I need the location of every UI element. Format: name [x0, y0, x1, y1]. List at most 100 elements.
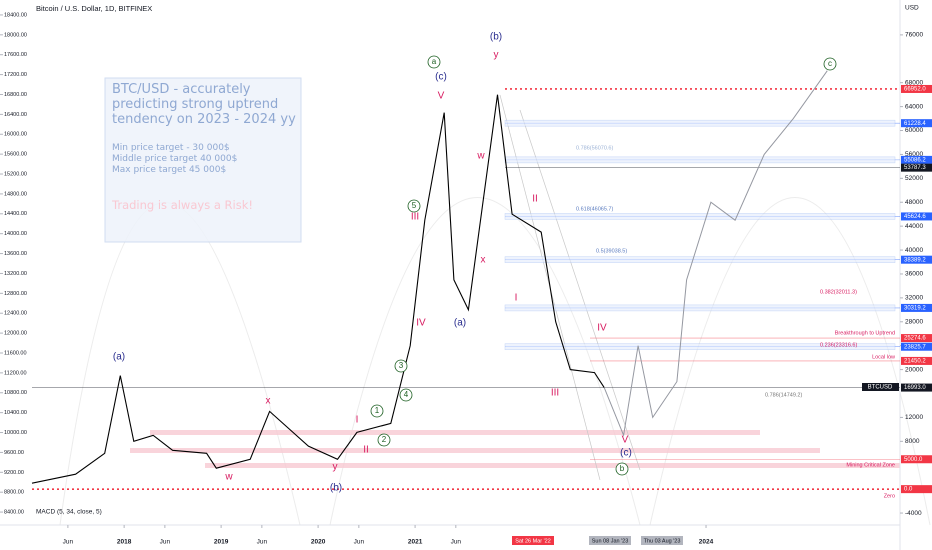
wave-label: w	[476, 151, 485, 162]
y2-tick-label: 15600.00	[4, 152, 27, 158]
level-label: 30319.2	[904, 305, 926, 311]
y-tick-label: 52000	[905, 175, 923, 182]
wave-circle	[370, 404, 384, 418]
level-label: 16993.0	[904, 385, 926, 391]
level-badge	[901, 356, 932, 365]
level-label: 53787.3	[904, 165, 926, 171]
wave-label: b	[620, 464, 625, 473]
level-text: Local low	[872, 354, 895, 360]
y2-tick-label: 14000.00	[4, 231, 27, 237]
wave-circle	[394, 359, 408, 373]
note-text: BTC/USD - accurately predicting strong u…	[112, 82, 302, 212]
y-tick-label: 36000	[905, 271, 923, 278]
level-label: 21450.2	[904, 359, 926, 365]
wave-label: x	[266, 396, 271, 407]
level-text: 0.5(39038.5)	[596, 248, 627, 254]
wave-circle	[399, 388, 413, 402]
wave-label: 3	[399, 361, 404, 370]
fib-box	[504, 256, 896, 263]
level-badge	[901, 212, 932, 221]
note-content: BTC/USD - accurately predicting strong u…	[112, 82, 302, 212]
wave-label: I	[356, 415, 359, 426]
level-badge	[901, 84, 932, 93]
symbol-badge: BTCUSD	[868, 385, 893, 391]
y2-tick-label: 16400.00	[4, 112, 27, 118]
x-tick-label: Jun	[451, 539, 462, 546]
level-label: 25274.6	[904, 336, 926, 342]
level-text: 0.236(23316.6)	[820, 342, 857, 348]
y-tick-label: -4000	[905, 510, 922, 517]
date-label: Sat 26 Mar '22	[515, 538, 551, 544]
fib-box	[504, 343, 896, 350]
wave-label: II	[363, 445, 369, 456]
wave-label: I	[515, 293, 518, 304]
y-tick-label: 60000	[905, 127, 923, 134]
y2-tick-label: 12000.00	[4, 331, 27, 337]
wave-label: IV	[416, 318, 426, 329]
wave-label: V	[438, 91, 445, 102]
wave-label: w	[224, 472, 233, 483]
date-label: Thu 03 Aug '23	[644, 538, 681, 544]
level-text: 0.382(32011.3)	[820, 289, 857, 295]
chart-title: Bitcoin / U.S. Dollar, 1D, BITFINEX	[36, 4, 152, 13]
y2-tick-label: 8400.00	[4, 510, 24, 516]
level-text: Mining Critical Zone	[846, 462, 895, 468]
y-tick-label: 8000	[905, 438, 920, 445]
y2-tick-label: 10800.00	[4, 390, 27, 396]
y-tick-label: 12000	[905, 414, 923, 421]
wave-label: (a)	[113, 352, 125, 363]
wave-label: IV	[597, 323, 607, 334]
wave-label: (c)	[620, 448, 632, 459]
note-box	[104, 77, 302, 243]
fib-box	[504, 213, 896, 220]
x-tick-label: Jun	[257, 539, 268, 546]
arc	[649, 197, 931, 526]
y2-tick-label: 9600.00	[4, 450, 24, 456]
axis-unit: USD	[905, 5, 919, 12]
level-label: 5000.0	[904, 457, 923, 463]
wave-label: III	[551, 388, 559, 399]
wave-label: (b)	[330, 483, 342, 494]
fib-box	[504, 304, 896, 312]
wave-label: 2	[382, 435, 387, 444]
wave-circle	[407, 199, 421, 213]
note-target: Max price target 45 000$	[112, 165, 227, 175]
wave-label: y	[494, 50, 499, 61]
wave-label: 5	[412, 201, 417, 210]
zone	[150, 430, 760, 435]
y-tick-label: 76000	[905, 32, 923, 39]
level-label: 38389.2	[904, 257, 926, 263]
arc	[329, 197, 641, 526]
level-text: 0.786(14749.2)	[765, 392, 802, 398]
level-badge	[901, 485, 932, 494]
x-tick-label: 2024	[699, 539, 714, 546]
fib-box	[504, 156, 896, 164]
y2-tick-label: 10000.00	[4, 430, 27, 436]
x-tick-label: 2021	[408, 539, 423, 546]
wave-circle	[615, 462, 629, 476]
y2-tick-label: 13200.00	[4, 271, 27, 277]
level-badge	[901, 119, 932, 128]
x-tick-label: 2020	[311, 539, 326, 546]
y2-tick-label: 8800.00	[4, 490, 24, 496]
y-tick-label: 68000	[905, 79, 923, 86]
note-target: Middle price target 40 000$	[112, 154, 238, 164]
wave-label: 4	[404, 390, 409, 399]
level-badge	[901, 334, 932, 343]
y-tick-label: 48000	[905, 199, 923, 206]
date-badge	[512, 536, 554, 545]
date-label: Sun 08 Jan '23	[592, 538, 629, 544]
level-label: 61228.4	[904, 121, 926, 127]
y2-tick-label: 18000.00	[4, 32, 27, 38]
symbol-badge-bg	[862, 383, 899, 391]
date-badge	[589, 536, 631, 545]
y2-tick-label: 11600.00	[4, 350, 27, 356]
wave-label: x	[481, 255, 486, 266]
wave-label: (b)	[490, 32, 502, 43]
y-tick-label: 32000	[905, 295, 923, 302]
y-tick-label: 56000	[905, 151, 923, 158]
y-tick-label: 20000	[905, 366, 923, 373]
y2-tick-label: 17200.00	[4, 72, 27, 78]
price-line	[31, 94, 605, 484]
